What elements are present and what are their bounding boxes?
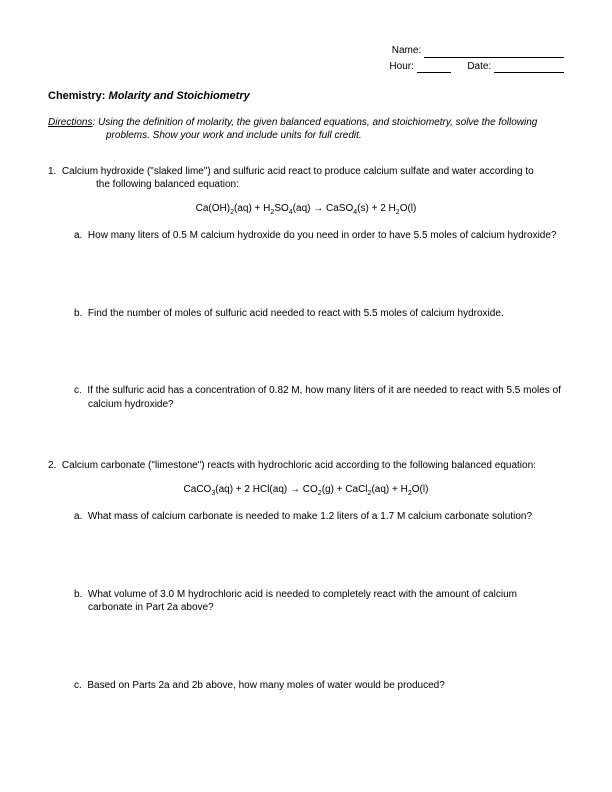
problem-1b: b. Find the number of moles of sulfuric … xyxy=(48,307,564,321)
problem-1: 1. Calcium hydroxide ("slaked lime") and… xyxy=(48,165,564,412)
directions-label: Directions xyxy=(48,117,92,128)
sub-letter: c. xyxy=(74,680,82,691)
eq-part: CaCO xyxy=(184,484,212,495)
hour-label: Hour: xyxy=(389,61,413,72)
header-block: Name: Hour: Date: xyxy=(48,44,564,73)
eq-part: O(l) xyxy=(412,484,429,495)
directions: Directions: Using the definition of mola… xyxy=(48,116,564,143)
eq-part: (aq) + H xyxy=(371,484,407,495)
sub-text: Based on Parts 2a and 2b above, how many… xyxy=(87,680,444,691)
sub-letter: a. xyxy=(74,230,82,241)
sub-letter: a. xyxy=(74,511,82,522)
title-subject: Chemistry: xyxy=(48,90,105,102)
eq-part: (aq) → CaSO xyxy=(293,203,354,214)
sub-text: What mass of calcium carbonate is needed… xyxy=(88,511,532,522)
problem-2-text: 2. Calcium carbonate ("limestone") react… xyxy=(48,459,564,473)
equation-1: Ca(OH)2(aq) + H2SO4(aq) → CaSO4(s) + 2 H… xyxy=(48,202,564,216)
problem-2a: a. What mass of calcium carbonate is nee… xyxy=(48,510,564,524)
problem-2-line-a: Calcium carbonate ("limestone") reacts w… xyxy=(62,460,536,471)
directions-text: : Using the definition of molarity, the … xyxy=(92,117,537,142)
problem-1-line-b: the following balanced equation: xyxy=(48,178,564,192)
name-line: Name: xyxy=(48,44,564,58)
problem-2-num: 2. xyxy=(48,460,56,471)
equation-2: CaCO3(aq) + 2 HCl(aq) → CO2(g) + CaCl2(a… xyxy=(48,483,564,497)
sub-text: How many liters of 0.5 M calcium hydroxi… xyxy=(88,230,557,241)
sub-letter: b. xyxy=(74,589,82,600)
eq-part: (aq) + 2 HCl(aq) → CO xyxy=(215,484,318,495)
sub-letter: c. xyxy=(74,385,82,396)
sub-text: Find the number of moles of sulfuric aci… xyxy=(88,308,504,319)
hour-date-line: Hour: Date: xyxy=(48,60,564,74)
eq-part: Ca(OH) xyxy=(196,203,230,214)
page-title: Chemistry: Molarity and Stoichiometry xyxy=(48,89,564,104)
eq-part: SO xyxy=(274,203,288,214)
problem-1-num: 1. xyxy=(48,166,56,177)
problem-1-line-a: Calcium hydroxide ("slaked lime") and su… xyxy=(62,166,534,177)
date-label: Date: xyxy=(467,61,491,72)
eq-part: (s) + 2 H xyxy=(357,203,396,214)
eq-part: (aq) + H xyxy=(234,203,270,214)
problem-2: 2. Calcium carbonate ("limestone") react… xyxy=(48,459,564,692)
name-label: Name: xyxy=(392,45,421,56)
title-topic: Molarity and Stoichiometry xyxy=(109,90,250,102)
eq-part: (g) + CaCl xyxy=(322,484,368,495)
problem-2c: c. Based on Parts 2a and 2b above, how m… xyxy=(48,679,564,693)
problem-2b: b. What volume of 3.0 M hydrochloric aci… xyxy=(48,588,564,615)
eq-part: O(l) xyxy=(400,203,417,214)
problem-1-text: 1. Calcium hydroxide ("slaked lime") and… xyxy=(48,165,564,179)
name-blank xyxy=(424,57,564,58)
hour-blank xyxy=(417,72,451,73)
problem-1c: c. If the sulfuric acid has a concentrat… xyxy=(48,384,564,411)
sub-text: What volume of 3.0 M hydrochloric acid i… xyxy=(88,589,517,614)
problem-1a: a. How many liters of 0.5 M calcium hydr… xyxy=(48,229,564,243)
sub-letter: b. xyxy=(74,308,82,319)
sub-text: If the sulfuric acid has a concentration… xyxy=(87,385,561,410)
date-blank xyxy=(494,72,564,73)
